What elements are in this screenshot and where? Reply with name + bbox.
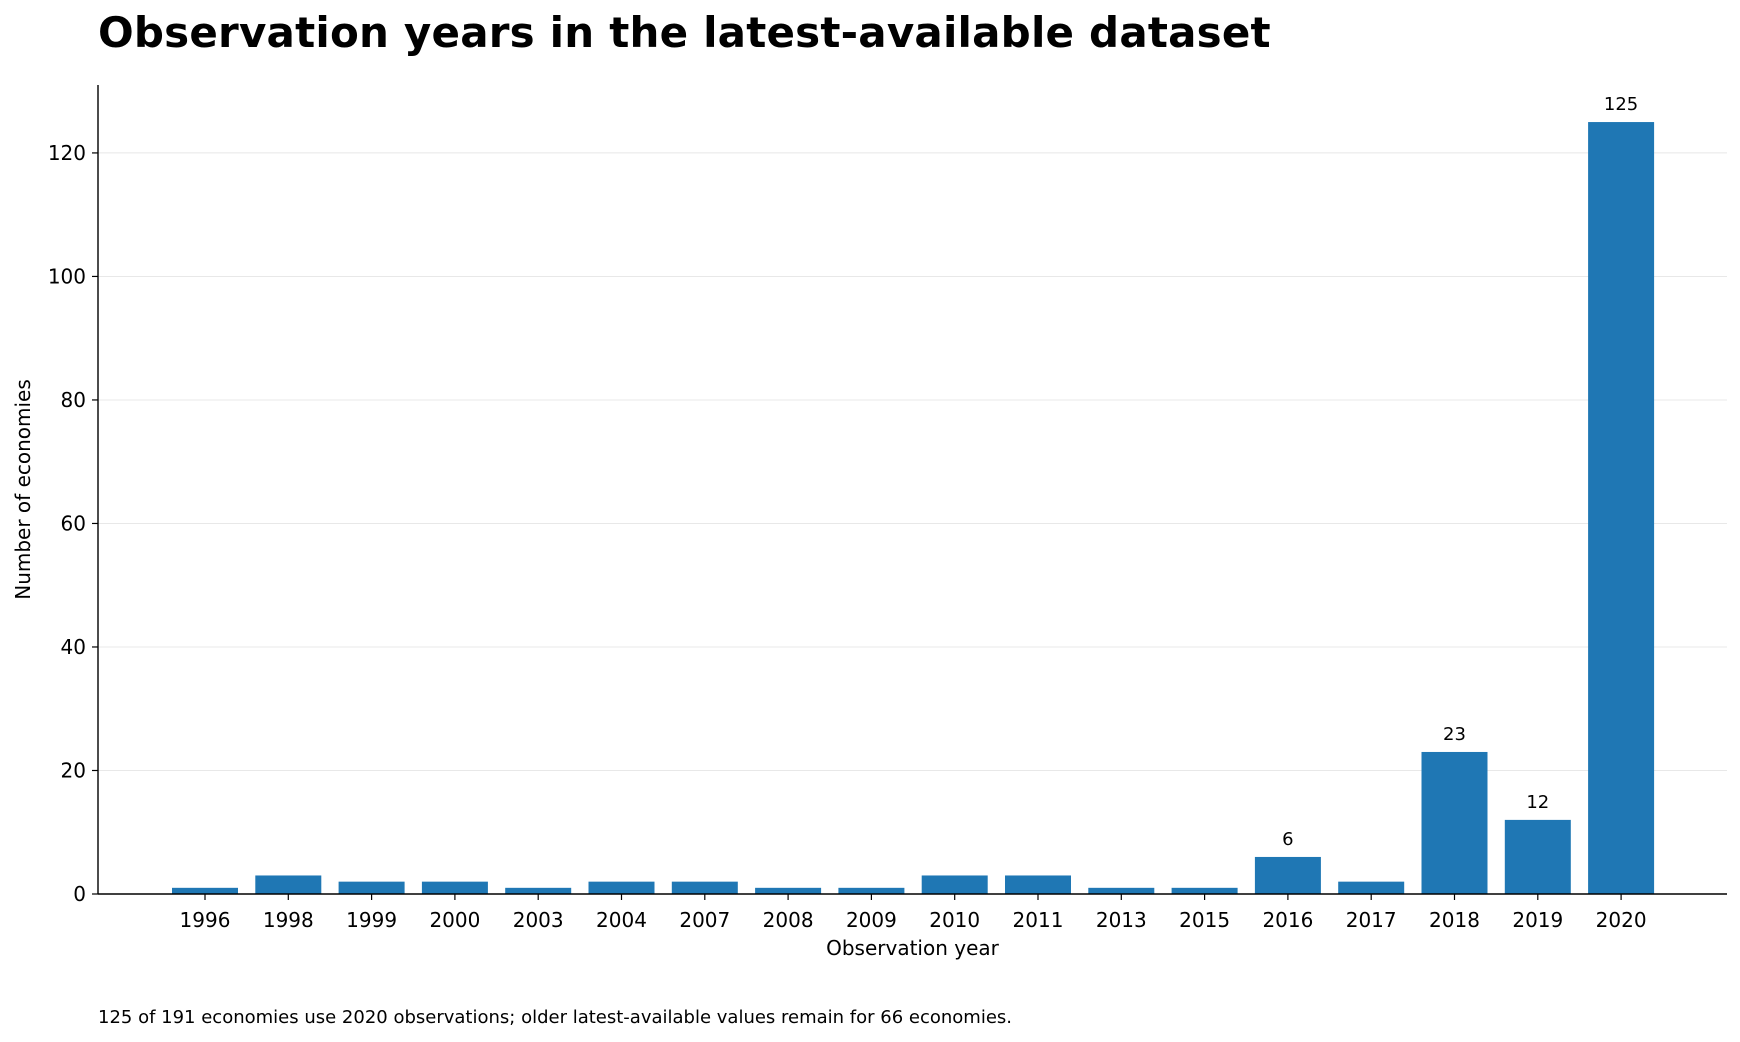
bar-2015 xyxy=(1171,887,1238,894)
x-tick-label-2017: 2017 xyxy=(1346,908,1397,932)
bar-2016 xyxy=(1254,856,1321,894)
data-label-2019: 12 xyxy=(1526,792,1549,813)
x-tick-label-1996: 1996 xyxy=(180,908,231,932)
data-labels: 6 23 12 125 xyxy=(1282,94,1638,850)
y-tick-label-20: 20 xyxy=(61,758,86,782)
bar-2007 xyxy=(671,881,738,894)
y-axis-title: Number of economies xyxy=(11,379,35,600)
chart-footnote: 125 of 191 economies use 2020 observatio… xyxy=(98,1007,1013,1028)
bar-1999 xyxy=(338,881,405,894)
bar-2003 xyxy=(505,887,572,894)
x-tick-label-2004: 2004 xyxy=(596,908,647,932)
x-tick-label-2009: 2009 xyxy=(846,908,897,932)
y-tick-label-40: 40 xyxy=(61,635,86,659)
chart-title: Observation years in the latest-availabl… xyxy=(98,8,1271,57)
x-axis-title: Observation year xyxy=(826,936,1000,960)
bar-2010 xyxy=(921,875,988,894)
x-tick-label-2011: 2011 xyxy=(1013,908,1064,932)
bar-2008 xyxy=(755,887,822,894)
bar-2020 xyxy=(1588,122,1655,894)
y-tick-label-60: 60 xyxy=(61,511,86,535)
x-tick-label-2015: 2015 xyxy=(1179,908,1230,932)
data-label-2018: 23 xyxy=(1443,724,1466,745)
bar-1996 xyxy=(172,887,238,894)
bar-2000 xyxy=(421,881,488,894)
x-tick-label-2019: 2019 xyxy=(1512,908,1563,932)
bar-2004 xyxy=(588,881,655,894)
bar-2017 xyxy=(1338,881,1405,894)
bar-2011 xyxy=(1005,875,1071,894)
x-tick-label-2003: 2003 xyxy=(513,908,564,932)
y-tick-label-0: 0 xyxy=(73,882,86,906)
bar-1998 xyxy=(255,875,322,894)
x-tick-label-2020: 2020 xyxy=(1596,908,1647,932)
bar-2019 xyxy=(1504,819,1571,894)
y-tick-label-120: 120 xyxy=(48,141,86,165)
bar-2009 xyxy=(838,887,905,894)
x-tick-label-2000: 2000 xyxy=(429,908,480,932)
y-tick-label-80: 80 xyxy=(61,388,86,412)
data-label-2020: 125 xyxy=(1604,94,1638,115)
axes: 1996 1998 1999 2000 2003 2004 2007 2008 2009 2010… xyxy=(48,85,1727,932)
x-tick-label-1998: 1998 xyxy=(263,908,314,932)
y-tick-label-100: 100 xyxy=(48,264,86,288)
bar-2013 xyxy=(1088,887,1155,894)
x-tick-label-2008: 2008 xyxy=(763,908,814,932)
x-tick-label-2016: 2016 xyxy=(1262,908,1313,932)
bars xyxy=(172,122,1655,894)
bar-2018 xyxy=(1421,751,1488,894)
x-tick-label-1999: 1999 xyxy=(346,908,397,932)
x-tick-label-2010: 2010 xyxy=(929,908,980,932)
x-tick-label-2018: 2018 xyxy=(1429,908,1480,932)
x-tick-label-2013: 2013 xyxy=(1096,908,1147,932)
x-tick-label-2007: 2007 xyxy=(679,908,730,932)
gridlines xyxy=(98,152,1727,771)
data-label-2016: 6 xyxy=(1282,829,1293,850)
